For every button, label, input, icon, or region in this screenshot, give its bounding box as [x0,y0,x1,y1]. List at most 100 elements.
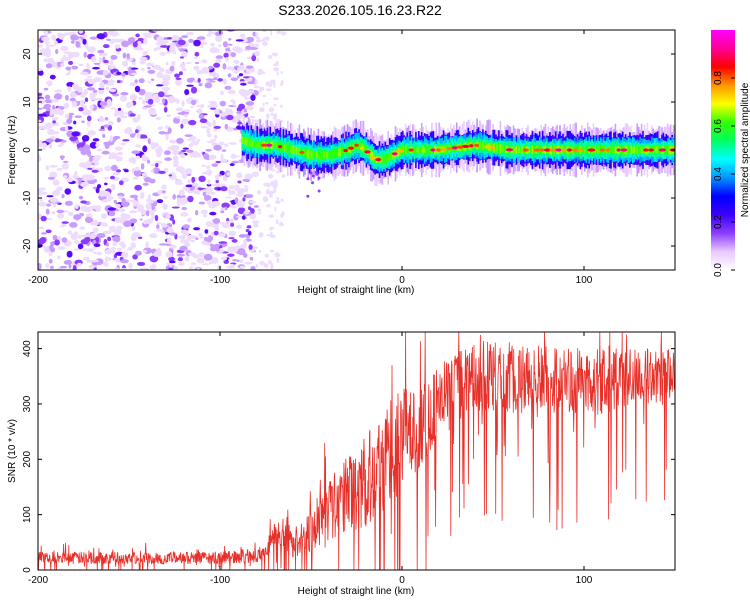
carrier-peak [430,148,436,152]
noise-speckle [149,233,158,238]
noise-speckle [228,237,235,240]
noise-speckle [174,145,180,151]
noise-speckle [165,214,171,219]
noise-speckle [206,169,213,176]
noise-speckle [232,259,238,262]
noise-speckle [41,36,51,42]
noise-speckle [231,155,240,158]
carrier-cell [499,143,502,154]
noise-speckle [142,51,148,56]
noise-speckle [273,97,279,101]
noise-speckle [46,203,52,207]
noise-speckle [177,257,183,262]
noise-speckle [74,240,80,244]
noise-speckle [45,263,50,268]
noise-speckle [230,222,235,227]
noise-speckle [274,179,278,186]
carrier-peak [561,148,567,152]
noise-speckle [143,105,152,108]
noise-speckle [132,117,139,123]
carrier-peak [642,148,649,152]
noise-speckle [191,140,199,146]
noise-speckle [219,170,225,176]
noise-speckle [66,118,73,124]
noise-speckle [204,229,209,234]
noise-speckle [227,89,236,95]
noise-speckle [210,246,217,252]
noise-speckle [268,214,275,218]
noise-speckle [166,237,172,245]
noise-speckle [122,52,127,59]
noise-speckle [240,82,247,86]
noise-speckle [217,78,223,82]
noise-speckle [243,185,249,188]
noise-speckle [264,253,269,258]
noise-speckle [213,144,222,151]
noise-speckle [166,114,171,118]
noise-speckle [129,113,136,117]
noise-speckle [87,167,93,170]
noise-speckle [178,235,186,240]
carrier-cell [614,146,617,154]
noise-speckle [146,62,154,67]
noise-speckle [38,107,43,110]
carrier-cell [610,146,612,154]
noise-speckle [203,253,213,261]
noise-speckle [75,41,81,48]
noise-speckle [188,252,197,257]
noise-speckle [239,265,246,269]
noise-speckle [215,160,222,164]
noise-speckle [180,170,185,175]
noise-speckle [69,92,77,98]
noise-speckle [116,71,122,75]
carrier-cell [495,144,497,152]
x-tick-label: 100 [576,575,593,586]
noise-speckle [195,209,199,216]
noise-speckle [98,129,106,131]
noise-speckle [110,247,117,250]
carrier-cell [289,145,292,153]
noise-speckle [124,112,128,115]
noise-speckle [209,211,217,216]
noise-speckle [39,237,47,244]
noise-speckle [233,71,239,74]
noise-speckle [168,174,172,177]
noise-speckle [145,241,149,249]
noise-speckle [77,243,84,250]
noise-speckle [78,195,84,200]
noise-speckle [52,116,59,121]
noise-speckle [63,32,69,36]
noise-speckle [215,223,219,230]
noise-speckle [48,252,53,257]
carrier-peak [396,149,405,153]
carrier-cell [406,146,408,154]
noise-speckle [101,199,109,203]
noise-speckle [87,87,95,91]
noise-speckle [64,200,73,206]
noise-speckle [210,184,218,187]
noise-speckle [147,67,151,70]
noise-speckle [75,139,80,145]
noise-speckle [66,130,74,138]
noise-speckle [52,179,60,186]
noise-speckle [79,99,85,107]
carrier-cell [667,145,669,155]
noise-speckle [141,172,148,177]
noise-speckle [86,248,91,252]
noise-speckle [226,126,234,132]
noise-speckle [238,234,247,238]
noise-speckle [38,214,43,218]
noise-speckle [45,165,50,171]
noise-speckle [147,98,154,105]
y-tick-label: 10 [22,96,33,108]
carrier-peak [555,148,562,152]
noise-speckle [80,239,89,245]
noise-speckle [147,69,156,74]
noise-speckle [267,190,274,195]
noise-speckle [155,116,161,121]
noise-speckle [225,220,231,223]
noise-speckle [82,38,87,45]
carrier-peak [587,148,596,152]
noise-speckle [73,214,82,221]
y-tick-label: -20 [22,238,33,253]
